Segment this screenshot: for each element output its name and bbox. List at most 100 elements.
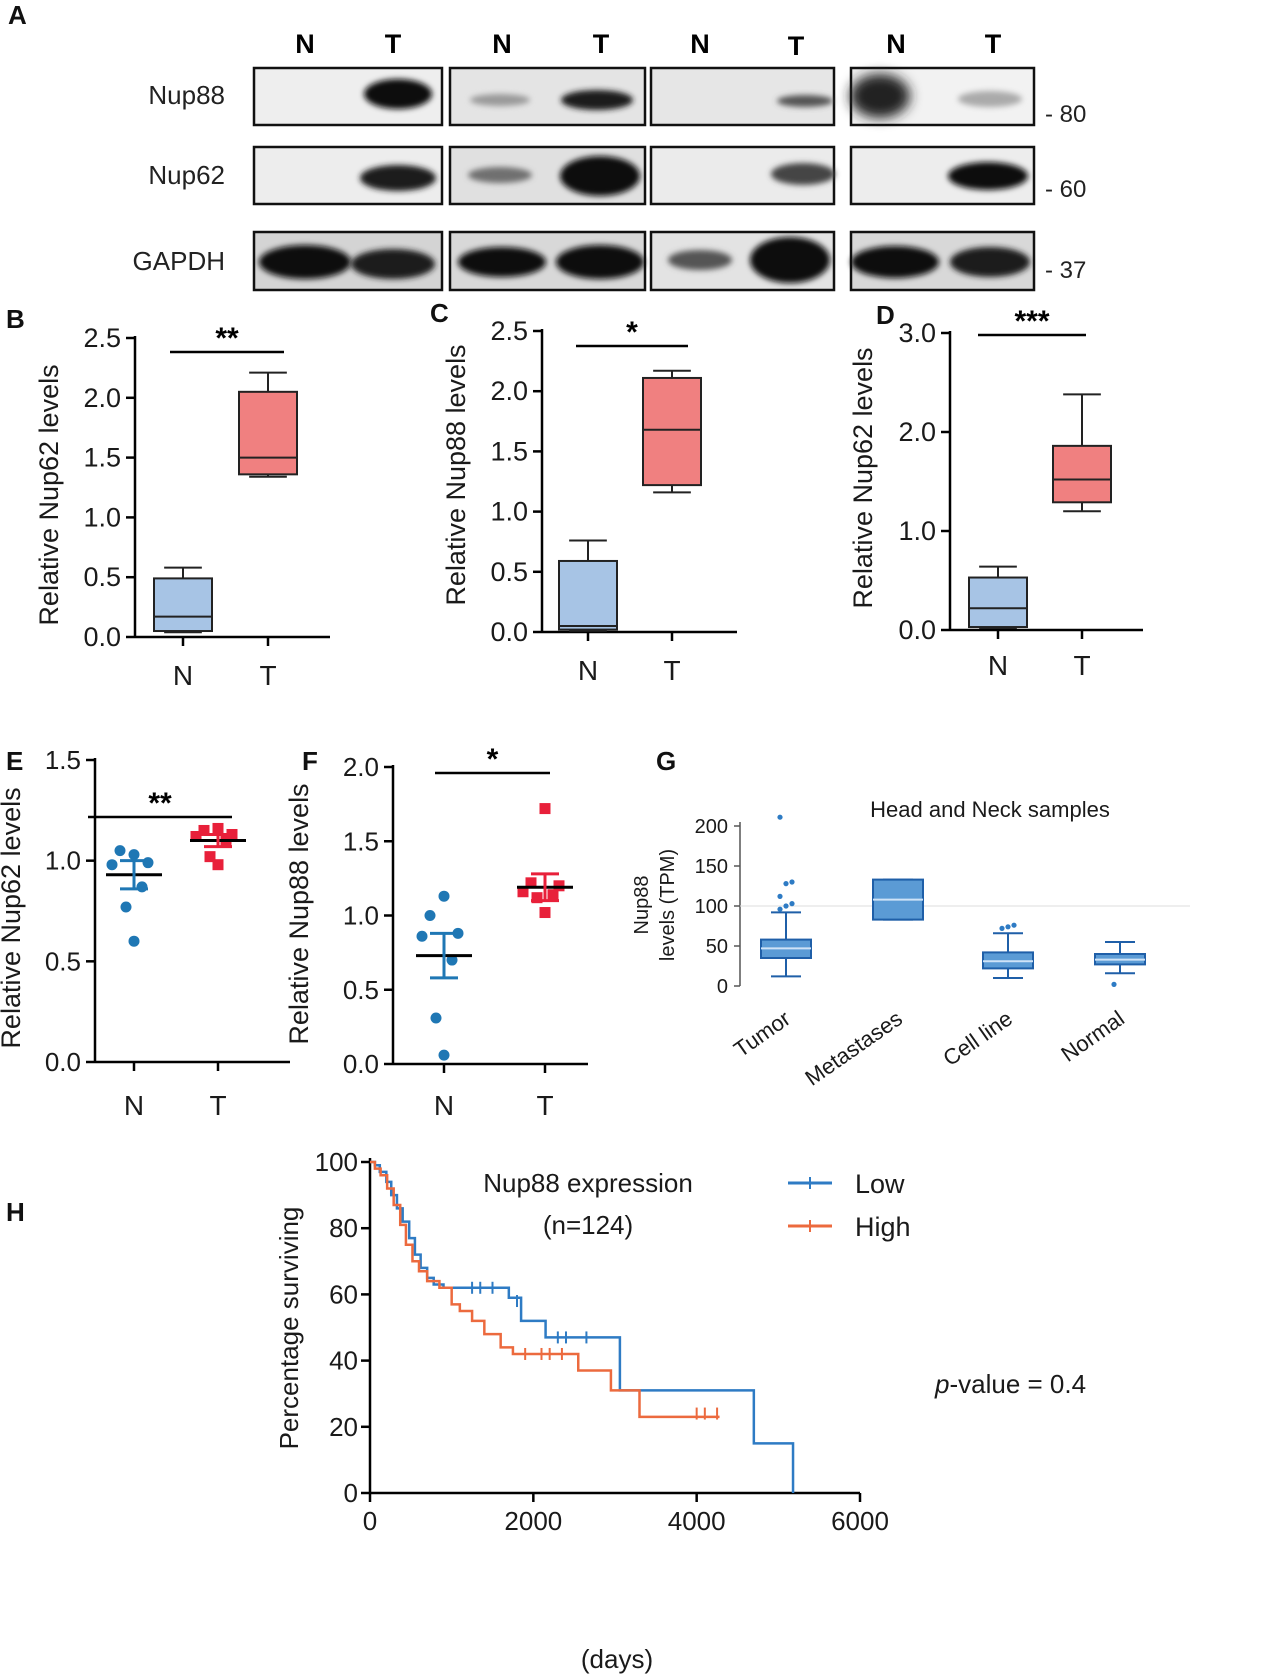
- data-point: [106, 859, 118, 871]
- y-tick-label: 2.0: [83, 383, 121, 413]
- data-point: [136, 881, 148, 893]
- outlier-point: [1005, 924, 1011, 930]
- panel-label-h: H: [6, 1197, 25, 1227]
- x-tick-label: 0: [363, 1506, 377, 1536]
- y-tick-label: 0: [717, 976, 728, 998]
- chart-h: 0 20 40 60 80 100 0 2000 4000 6000 (days) Percentag…: [274, 1147, 1086, 1674]
- outlier-point: [1011, 922, 1017, 928]
- x-tick-label: N: [434, 1090, 454, 1121]
- chart-c: 0.0 0.5 1.0 1.5 2.0 2.5 N T Relative Nup88 level…: [441, 316, 737, 686]
- data-point: [198, 824, 210, 836]
- outlier-point: [777, 814, 783, 820]
- significance-label: ***: [1014, 305, 1049, 338]
- panel-label-a: A: [8, 0, 27, 30]
- p-value-text: -value = 0.4: [949, 1369, 1086, 1399]
- blot-row-nup88: [252, 66, 1036, 127]
- data-point: [438, 1049, 450, 1061]
- chart-e: 0.0 0.5 1.0 1.5 N T Relative Nup62 levels **: [0, 745, 290, 1121]
- data-point: [430, 1012, 442, 1024]
- panel-label-f: F: [302, 746, 318, 776]
- data-point: [142, 857, 154, 869]
- data-point: [204, 851, 216, 863]
- protein-label-gapdh: GAPDH: [133, 246, 225, 276]
- y-tick-label: 0.5: [343, 975, 379, 1005]
- lane-label: T: [985, 29, 1002, 59]
- x-tick-label: T: [209, 1090, 226, 1121]
- y-tick-label: 1.0: [45, 846, 81, 876]
- y-axis-label: Relative Nup62 levels: [848, 347, 878, 608]
- data-point: [120, 901, 132, 913]
- data-point: [212, 859, 224, 871]
- y-tick-label: 50: [706, 936, 728, 958]
- x-tick-label: T: [663, 655, 680, 686]
- y-tick-label: 2.0: [343, 752, 379, 782]
- box: [642, 376, 702, 487]
- x-tick-label: Cell line: [938, 1006, 1016, 1071]
- y-axis-label: Percentage surviving: [274, 1207, 304, 1450]
- chart-f: 0.0 0.5 1.0 1.5 2.0 N T Relative Nup88 levels *: [284, 743, 588, 1121]
- box: [153, 577, 213, 633]
- significance-label: **: [215, 322, 239, 355]
- data-point: [114, 845, 126, 857]
- y-tick-label: 0.0: [343, 1049, 379, 1079]
- data-point: [212, 822, 224, 834]
- marker-80: - 80: [1045, 101, 1086, 128]
- y-tick-label: 1.0: [83, 502, 121, 532]
- y-axis-label: Nup88: [631, 876, 653, 935]
- y-tick-label: 2.5: [490, 316, 528, 346]
- lane-label: N: [492, 29, 512, 59]
- legend-subtitle: (n=124): [543, 1210, 633, 1240]
- outlier-point: [783, 903, 789, 909]
- y-tick-label: 200: [695, 816, 728, 838]
- y-tick-label: 2.0: [898, 417, 936, 447]
- legend-label: Low: [855, 1169, 905, 1199]
- data-point: [446, 954, 458, 966]
- protein-label-nup62: Nup62: [148, 160, 225, 190]
- y-axis-label: Relative Nup62 levels: [34, 364, 64, 625]
- y-tick-label: 100: [315, 1147, 358, 1177]
- box: [968, 576, 1028, 629]
- y-tick-label: 2.5: [83, 323, 121, 353]
- significance-label: **: [148, 787, 172, 820]
- legend-label: High: [855, 1212, 911, 1242]
- y-axis-label: Relative Nup62 levels: [0, 787, 26, 1048]
- y-tick-label: 1.0: [490, 497, 528, 527]
- data-point: [424, 910, 436, 921]
- data-point: [539, 803, 551, 815]
- lane-label: T: [788, 31, 805, 61]
- lane-label: T: [385, 29, 402, 59]
- x-tick-label: N: [578, 655, 598, 686]
- chart-b: 0.0 0.5 1.0 1.5 2.0 2.5 N T Relative Nup62 level…: [34, 322, 330, 691]
- y-tick-label: 150: [695, 856, 728, 878]
- x-tick-label: T: [1073, 650, 1090, 681]
- significance-label: *: [487, 743, 499, 776]
- lane-label: T: [593, 29, 610, 59]
- data-point: [547, 889, 559, 901]
- western-blot: N T N T N T N T Nup88 Nup62 GAPDH - 80 -…: [133, 29, 1086, 292]
- x-tick-label: N: [173, 660, 193, 691]
- x-tick-label: N: [988, 650, 1008, 681]
- y-axis-label: Relative Nup88 levels: [284, 783, 314, 1044]
- y-tick-label: 1.5: [45, 745, 81, 775]
- y-tick-label: 1.5: [490, 436, 528, 466]
- x-tick-label: 4000: [668, 1506, 726, 1536]
- box: [238, 390, 298, 476]
- marker-37: - 37: [1045, 257, 1086, 284]
- outlier-point: [1111, 981, 1117, 988]
- x-tick-label: T: [259, 660, 276, 691]
- marker-60: - 60: [1045, 176, 1086, 203]
- x-tick-label: Normal: [1056, 1006, 1128, 1067]
- x-tick-label: Tumor: [729, 1006, 795, 1062]
- data-point: [539, 907, 551, 919]
- chart-title: Head and Neck samples: [870, 797, 1110, 822]
- box: [1052, 444, 1112, 504]
- data-point: [128, 935, 140, 947]
- x-tick-label: 6000: [831, 1506, 889, 1536]
- y-tick-label: 0.5: [490, 557, 528, 587]
- p-value-label: p-value = 0.4: [934, 1369, 1086, 1399]
- panel-label-c: C: [430, 298, 449, 328]
- panel-label-b: B: [6, 304, 25, 334]
- outlier-point: [999, 925, 1005, 932]
- lane-label: N: [886, 29, 906, 59]
